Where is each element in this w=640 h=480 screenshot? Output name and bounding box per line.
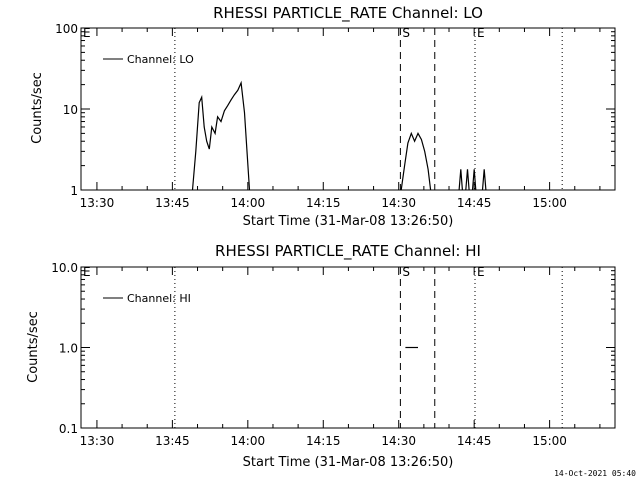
event-marker-label: S xyxy=(402,265,410,279)
x-tick-label: 15:00 xyxy=(532,434,567,448)
y-tick-label: 0.1 xyxy=(59,422,78,436)
x-tick-label: 14:00 xyxy=(231,434,266,448)
panel-hi: RHESSI PARTICLE_RATE Channel: HI Counts/… xyxy=(26,242,616,470)
x-axis-label: Start Time (31-Mar-08 13:26:50) xyxy=(243,214,454,229)
x-tick-label: 14:30 xyxy=(381,196,416,210)
x-tick-label: 14:45 xyxy=(457,196,492,210)
plot-area: 13:30 13:45 14:00 14:15 14:30 14:45 15:00 1 10 10… xyxy=(55,22,616,210)
panel-lo: RHESSI PARTICLE_RATE Channel: LO Counts/… xyxy=(30,4,616,229)
event-marker-label: E xyxy=(83,265,91,279)
series-line xyxy=(471,169,477,191)
x-tick-label: 13:45 xyxy=(155,434,190,448)
x-tick-label: 14:45 xyxy=(457,434,492,448)
x-tick-label: 14:15 xyxy=(306,434,341,448)
x-axis-label: Start Time (31-Mar-08 13:26:50) xyxy=(243,455,454,470)
x-tick-label: 14:00 xyxy=(231,196,266,210)
chart-title: RHESSI PARTICLE_RATE Channel: HI xyxy=(215,242,481,261)
x-tick-label: 14:30 xyxy=(381,434,416,448)
legend-label: Channel: HI xyxy=(127,292,191,305)
y-tick-label: 100 xyxy=(55,22,78,36)
series-line xyxy=(481,169,487,191)
series-line xyxy=(465,169,470,191)
legend-label: Channel: LO xyxy=(127,53,194,66)
y-tick-label: 10 xyxy=(63,103,78,117)
x-tick-label: 15:00 xyxy=(532,196,567,210)
series-line xyxy=(400,131,432,191)
x-tick-label: 13:30 xyxy=(80,434,115,448)
y-tick-label: 1 xyxy=(70,184,78,198)
plot-area: 13:30 13:45 14:00 14:15 14:30 14:45 15:00 0.1 1.… xyxy=(51,261,616,448)
chart-title: RHESSI PARTICLE_RATE Channel: LO xyxy=(213,4,483,23)
y-tick-label: 1.0 xyxy=(59,342,78,356)
x-tick-label: 14:15 xyxy=(306,196,341,210)
event-marker-label: S xyxy=(402,26,410,40)
footer-timestamp: 14-Oct-2021 05:40 xyxy=(554,469,636,478)
series-line xyxy=(191,80,251,191)
x-tick-label: 13:30 xyxy=(80,196,115,210)
series-line xyxy=(458,169,463,191)
x-tick-label: 13:45 xyxy=(155,196,190,210)
event-marker-label: E xyxy=(83,26,91,40)
y-axis-label: Counts/sec xyxy=(30,72,45,144)
event-marker-label: E xyxy=(477,265,485,279)
y-axis-label: Counts/sec xyxy=(26,311,41,383)
event-marker-label: E xyxy=(477,26,485,40)
y-tick-label: 10.0 xyxy=(51,261,78,275)
